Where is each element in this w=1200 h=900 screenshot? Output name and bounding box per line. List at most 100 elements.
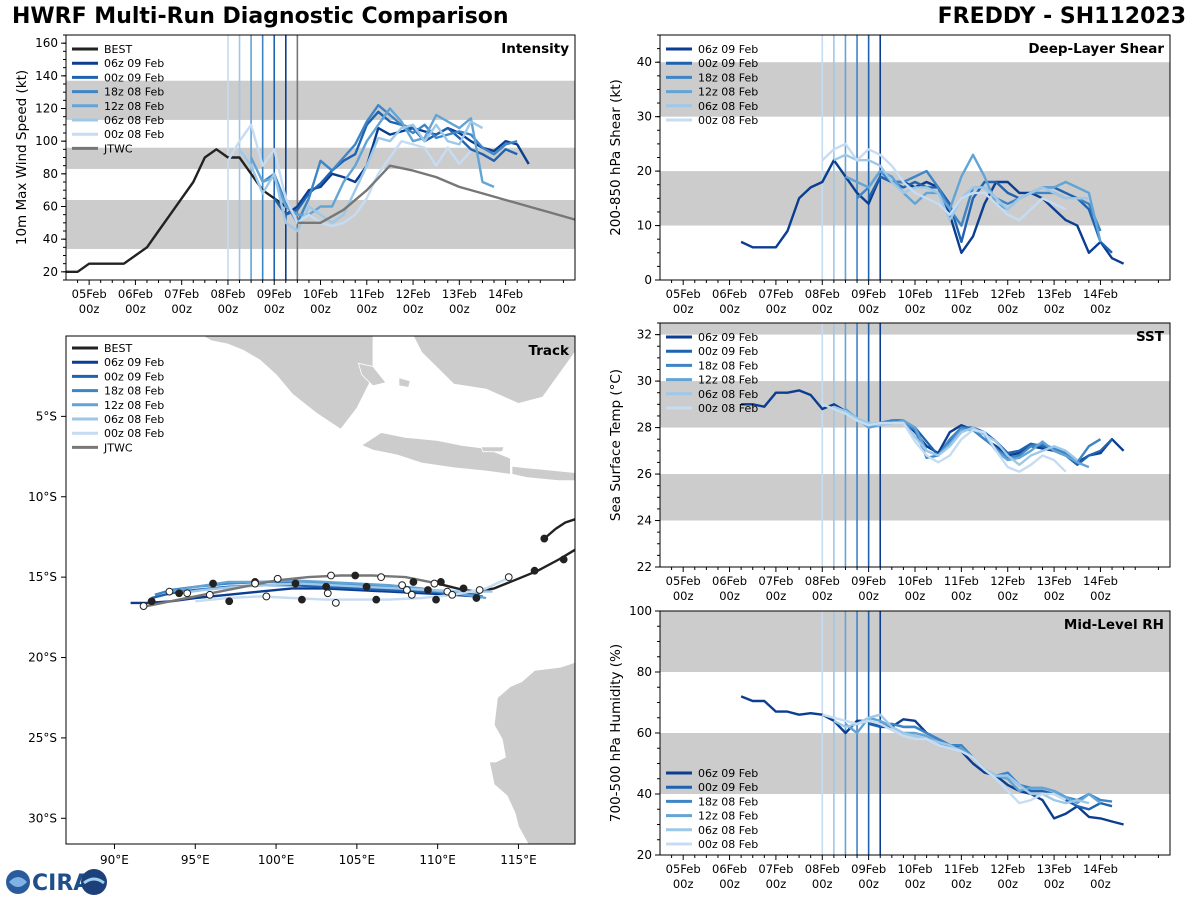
- rh-legend-label: 00z 08 Feb: [698, 838, 758, 851]
- chart-title: HWRF Multi-Run Diagnostic Comparison: [12, 4, 509, 29]
- shear-xtick-label-date: 06Feb: [712, 287, 747, 301]
- track-position-marker: [251, 579, 259, 588]
- intensity-xtick-label-date: 14Feb: [488, 287, 523, 301]
- track-legend-label: 06z 08 Feb: [104, 413, 164, 426]
- rh-legend-label: 00z 09 Feb: [698, 781, 758, 794]
- track-position-marker: [147, 597, 156, 606]
- sst-xtick-label-hour: 00z: [997, 589, 1018, 603]
- track-position-marker: [424, 586, 432, 594]
- sst-xtick-label-hour: 00z: [951, 589, 972, 603]
- land-sumatra-malaysia: [202, 336, 374, 430]
- rh-ytick-label: 100: [629, 604, 652, 618]
- shear-xtick-label-hour: 00z: [997, 302, 1018, 316]
- rh-band-0: [660, 733, 1170, 794]
- track-ytick-label: 5°S: [36, 409, 57, 423]
- intensity-xtick-label-hour: 00z: [356, 302, 377, 316]
- intensity-ytick-label: 160: [35, 36, 58, 50]
- track-position-marker: [372, 595, 381, 604]
- intensity-xtick-label-date: 09Feb: [257, 287, 292, 301]
- intensity-band-2: [66, 80, 575, 120]
- track-position-marker: [327, 571, 335, 580]
- intensity-legend-label: JTWC: [103, 142, 133, 155]
- sst-legend-label: 12z 08 Feb: [698, 374, 758, 387]
- shear-legend-label: 00z 08 Feb: [698, 114, 758, 127]
- sst-xtick-label-date: 13Feb: [1037, 574, 1072, 588]
- sst-legend-label: 06z 08 Feb: [698, 388, 758, 401]
- track-position-marker: [475, 586, 484, 594]
- shear-xtick-label-date: 07Feb: [758, 287, 793, 301]
- sst-xtick-label-hour: 00z: [673, 589, 694, 603]
- track-series-r06z08: [178, 582, 493, 595]
- shear-legend-label: 18z 08 Feb: [698, 71, 758, 84]
- intensity-series-group: [66, 103, 575, 273]
- intensity-xtick-label-hour: 00z: [79, 302, 100, 316]
- rh-panel-title: Mid-Level RH: [1064, 617, 1164, 633]
- track-xtick-label: 100°E: [258, 853, 295, 867]
- shear-xtick-label-date: 13Feb: [1037, 287, 1072, 301]
- shear-xtick-label-hour: 00z: [812, 302, 833, 316]
- track-position-marker: [377, 573, 385, 582]
- sst-xtick-label-hour: 00z: [858, 589, 879, 603]
- track-panel-title: Track: [529, 343, 570, 359]
- land-australia: [488, 661, 575, 844]
- shear-xtick-label-date: 10Feb: [898, 287, 933, 301]
- track-position-marker: [298, 595, 306, 604]
- track-position-marker: [459, 584, 468, 593]
- cira-logo-text: CIRA: [32, 871, 90, 896]
- shear-panel-title: Deep-Layer Shear: [1028, 41, 1164, 57]
- shear-legend-label: 06z 09 Feb: [698, 43, 758, 56]
- rh-xtick-label-date: 08Feb: [805, 862, 840, 876]
- intensity-xtick-label-hour: 00z: [495, 302, 516, 316]
- track-position-marker: [398, 581, 407, 590]
- rh-xtick-label-hour: 00z: [858, 877, 879, 891]
- track-position-marker: [407, 590, 416, 599]
- sst-xtick-label-hour: 00z: [719, 589, 740, 603]
- track-position-marker: [540, 534, 549, 543]
- intensity-legend-label: 06z 08 Feb: [104, 114, 164, 127]
- cira-logo-swirl-icon: [9, 877, 27, 887]
- intensity-xtick-label-date: 08Feb: [210, 287, 245, 301]
- sst-xtick-label-date: 06Feb: [712, 574, 747, 588]
- track-position-marker: [139, 602, 148, 610]
- sst-panel-title: SST: [1136, 329, 1165, 345]
- sst-ytick-label: 28: [637, 421, 652, 435]
- track-position-marker: [273, 574, 282, 583]
- intensity-xtick-label-date: 06Feb: [118, 287, 153, 301]
- track-position-marker: [175, 589, 184, 598]
- shear-ylabel: 200-850 hPa Shear (kt): [608, 79, 624, 236]
- sst-legend-label: 18z 08 Feb: [698, 359, 758, 372]
- shear-xtick-label-hour: 00z: [719, 302, 740, 316]
- intensity-ylabel: 10m Max Wind Speed (kt): [14, 70, 30, 245]
- shear-ytick-label: 40: [637, 55, 652, 69]
- rh-xtick-label-hour: 00z: [905, 877, 926, 891]
- rh-xtick-label-hour: 00z: [1090, 877, 1111, 891]
- intensity-ytick-label: 120: [35, 102, 58, 116]
- panel-track: 90°E 95°E 100°E 105°E 110°E 115°E 5°S 10°S 15°S 2…: [28, 335, 576, 867]
- track-ytick-label: 15°S: [28, 570, 57, 584]
- rh-xtick-label-hour: 00z: [997, 877, 1018, 891]
- intensity-panel-title: Intensity: [501, 41, 569, 57]
- intensity-band-1: [66, 147, 575, 169]
- sst-xtick-label-hour: 00z: [1090, 589, 1111, 603]
- track-legend-label: 00z 09 Feb: [104, 370, 164, 383]
- track-xtick-label: 115°E: [500, 853, 537, 867]
- storm-id-title: FREDDY - SH112023: [937, 4, 1186, 29]
- cira-logo: CIRA: [6, 869, 107, 896]
- sst-ytick-label: 30: [637, 374, 652, 388]
- shear-xtick-label-hour: 00z: [766, 302, 787, 316]
- track-position-marker: [225, 597, 234, 606]
- track-legend-label: 18z 08 Feb: [104, 385, 164, 398]
- sst-legend-label: 06z 09 Feb: [698, 331, 758, 344]
- sst-series-group: [741, 389, 1125, 473]
- track-position-marker: [331, 598, 340, 607]
- rh-legend-label: 12z 08 Feb: [698, 810, 758, 823]
- track-position-marker: [430, 579, 439, 588]
- track-position-marker: [530, 566, 539, 575]
- shear-xtick-label-hour: 00z: [1044, 302, 1065, 316]
- sst-xtick-label-date: 08Feb: [805, 574, 840, 588]
- rh-xtick-label-hour: 00z: [1044, 877, 1065, 891]
- track-ytick-label: 25°S: [28, 731, 57, 745]
- intensity-xtick-label-hour: 00z: [264, 302, 285, 316]
- intensity-xtick-label-date: 07Feb: [164, 287, 199, 301]
- land-belitung: [398, 377, 411, 388]
